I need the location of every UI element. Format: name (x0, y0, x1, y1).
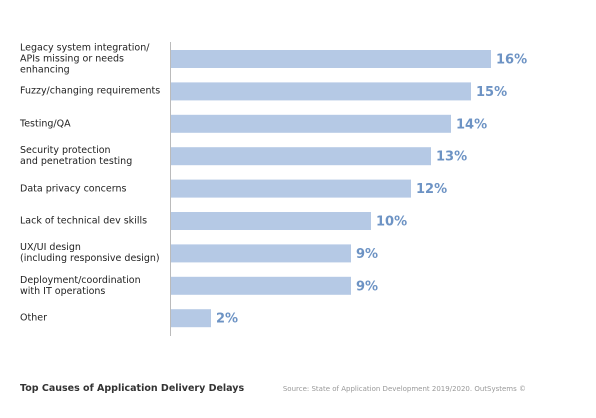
bar (171, 276, 351, 295)
bar (171, 50, 491, 68)
value-label: 2% (216, 312, 238, 327)
source-note: Source: State of Application Development… (282, 385, 526, 393)
category-label: Testing/QA (20, 118, 71, 130)
bar (171, 309, 211, 328)
value-label: 16% (496, 53, 527, 68)
value-label: 14% (456, 117, 487, 132)
category-label: Fuzzy/changing requirements (20, 85, 161, 97)
bar (171, 179, 411, 198)
value-label: 12% (416, 182, 447, 197)
category-label: UX/UI design (including responsive desig… (20, 242, 160, 265)
value-label: 13% (436, 150, 467, 165)
bar (171, 82, 471, 101)
category-label: Other (20, 312, 47, 324)
category-label: Lack of technical dev skills (20, 215, 148, 227)
bar (171, 212, 371, 230)
bar (171, 147, 431, 166)
category-label: Deployment/coordination with IT operatio… (20, 274, 141, 297)
bar (171, 244, 351, 263)
value-label: 10% (376, 215, 407, 230)
category-label: Legacy system integration/ APIs missing … (20, 42, 150, 76)
chart-title: Top Causes of Application Delivery Delay… (20, 383, 245, 394)
bar (171, 114, 451, 133)
category-label: Data privacy concerns (20, 183, 127, 195)
value-label: 9% (356, 279, 378, 294)
value-label: 15% (476, 85, 507, 100)
category-label: Security protection and penetration test… (20, 145, 133, 168)
value-label: 9% (356, 247, 378, 262)
